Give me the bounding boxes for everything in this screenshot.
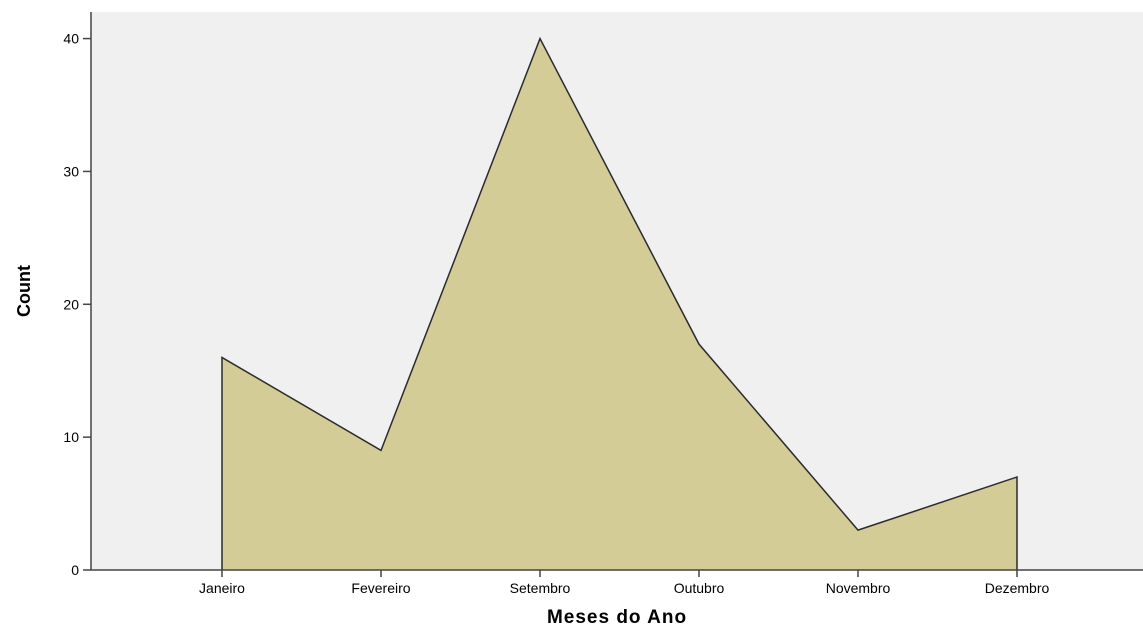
y-tick-label: 30	[63, 163, 79, 179]
y-tick-label: 40	[63, 31, 79, 47]
area-line	[221, 36, 1018, 570]
y-axis-title: Count	[14, 265, 34, 317]
y-tick-label: 0	[71, 562, 79, 578]
area-fill	[222, 38, 1017, 571]
x-tick-label: Janeiro	[199, 580, 245, 596]
data-point-janeiro	[221, 356, 223, 358]
x-tick-label: Outubro	[674, 580, 725, 596]
data-point-setembro	[539, 38, 541, 40]
y-axis-ticks: 0 10 20 30 40	[63, 31, 91, 578]
data-point-novembro	[857, 529, 859, 531]
x-tick-label: Novembro	[826, 580, 891, 596]
x-tick-label: Fevereiro	[351, 580, 410, 596]
x-axis-title: Meses do Ano	[547, 607, 687, 627]
x-tick-label: Setembro	[510, 580, 571, 596]
x-tick-label: Dezembro	[985, 580, 1050, 596]
y-tick-label: 20	[63, 296, 79, 312]
area-layer	[221, 36, 1018, 571]
data-point-fevereiro	[380, 449, 382, 451]
data-point-outubro	[698, 343, 700, 345]
x-axis-ticks: Janeiro Fevereiro Setembro Outubro Novembro D…	[199, 570, 1049, 596]
y-tick-label: 10	[63, 429, 79, 445]
data-point-dezembro	[1016, 476, 1018, 478]
